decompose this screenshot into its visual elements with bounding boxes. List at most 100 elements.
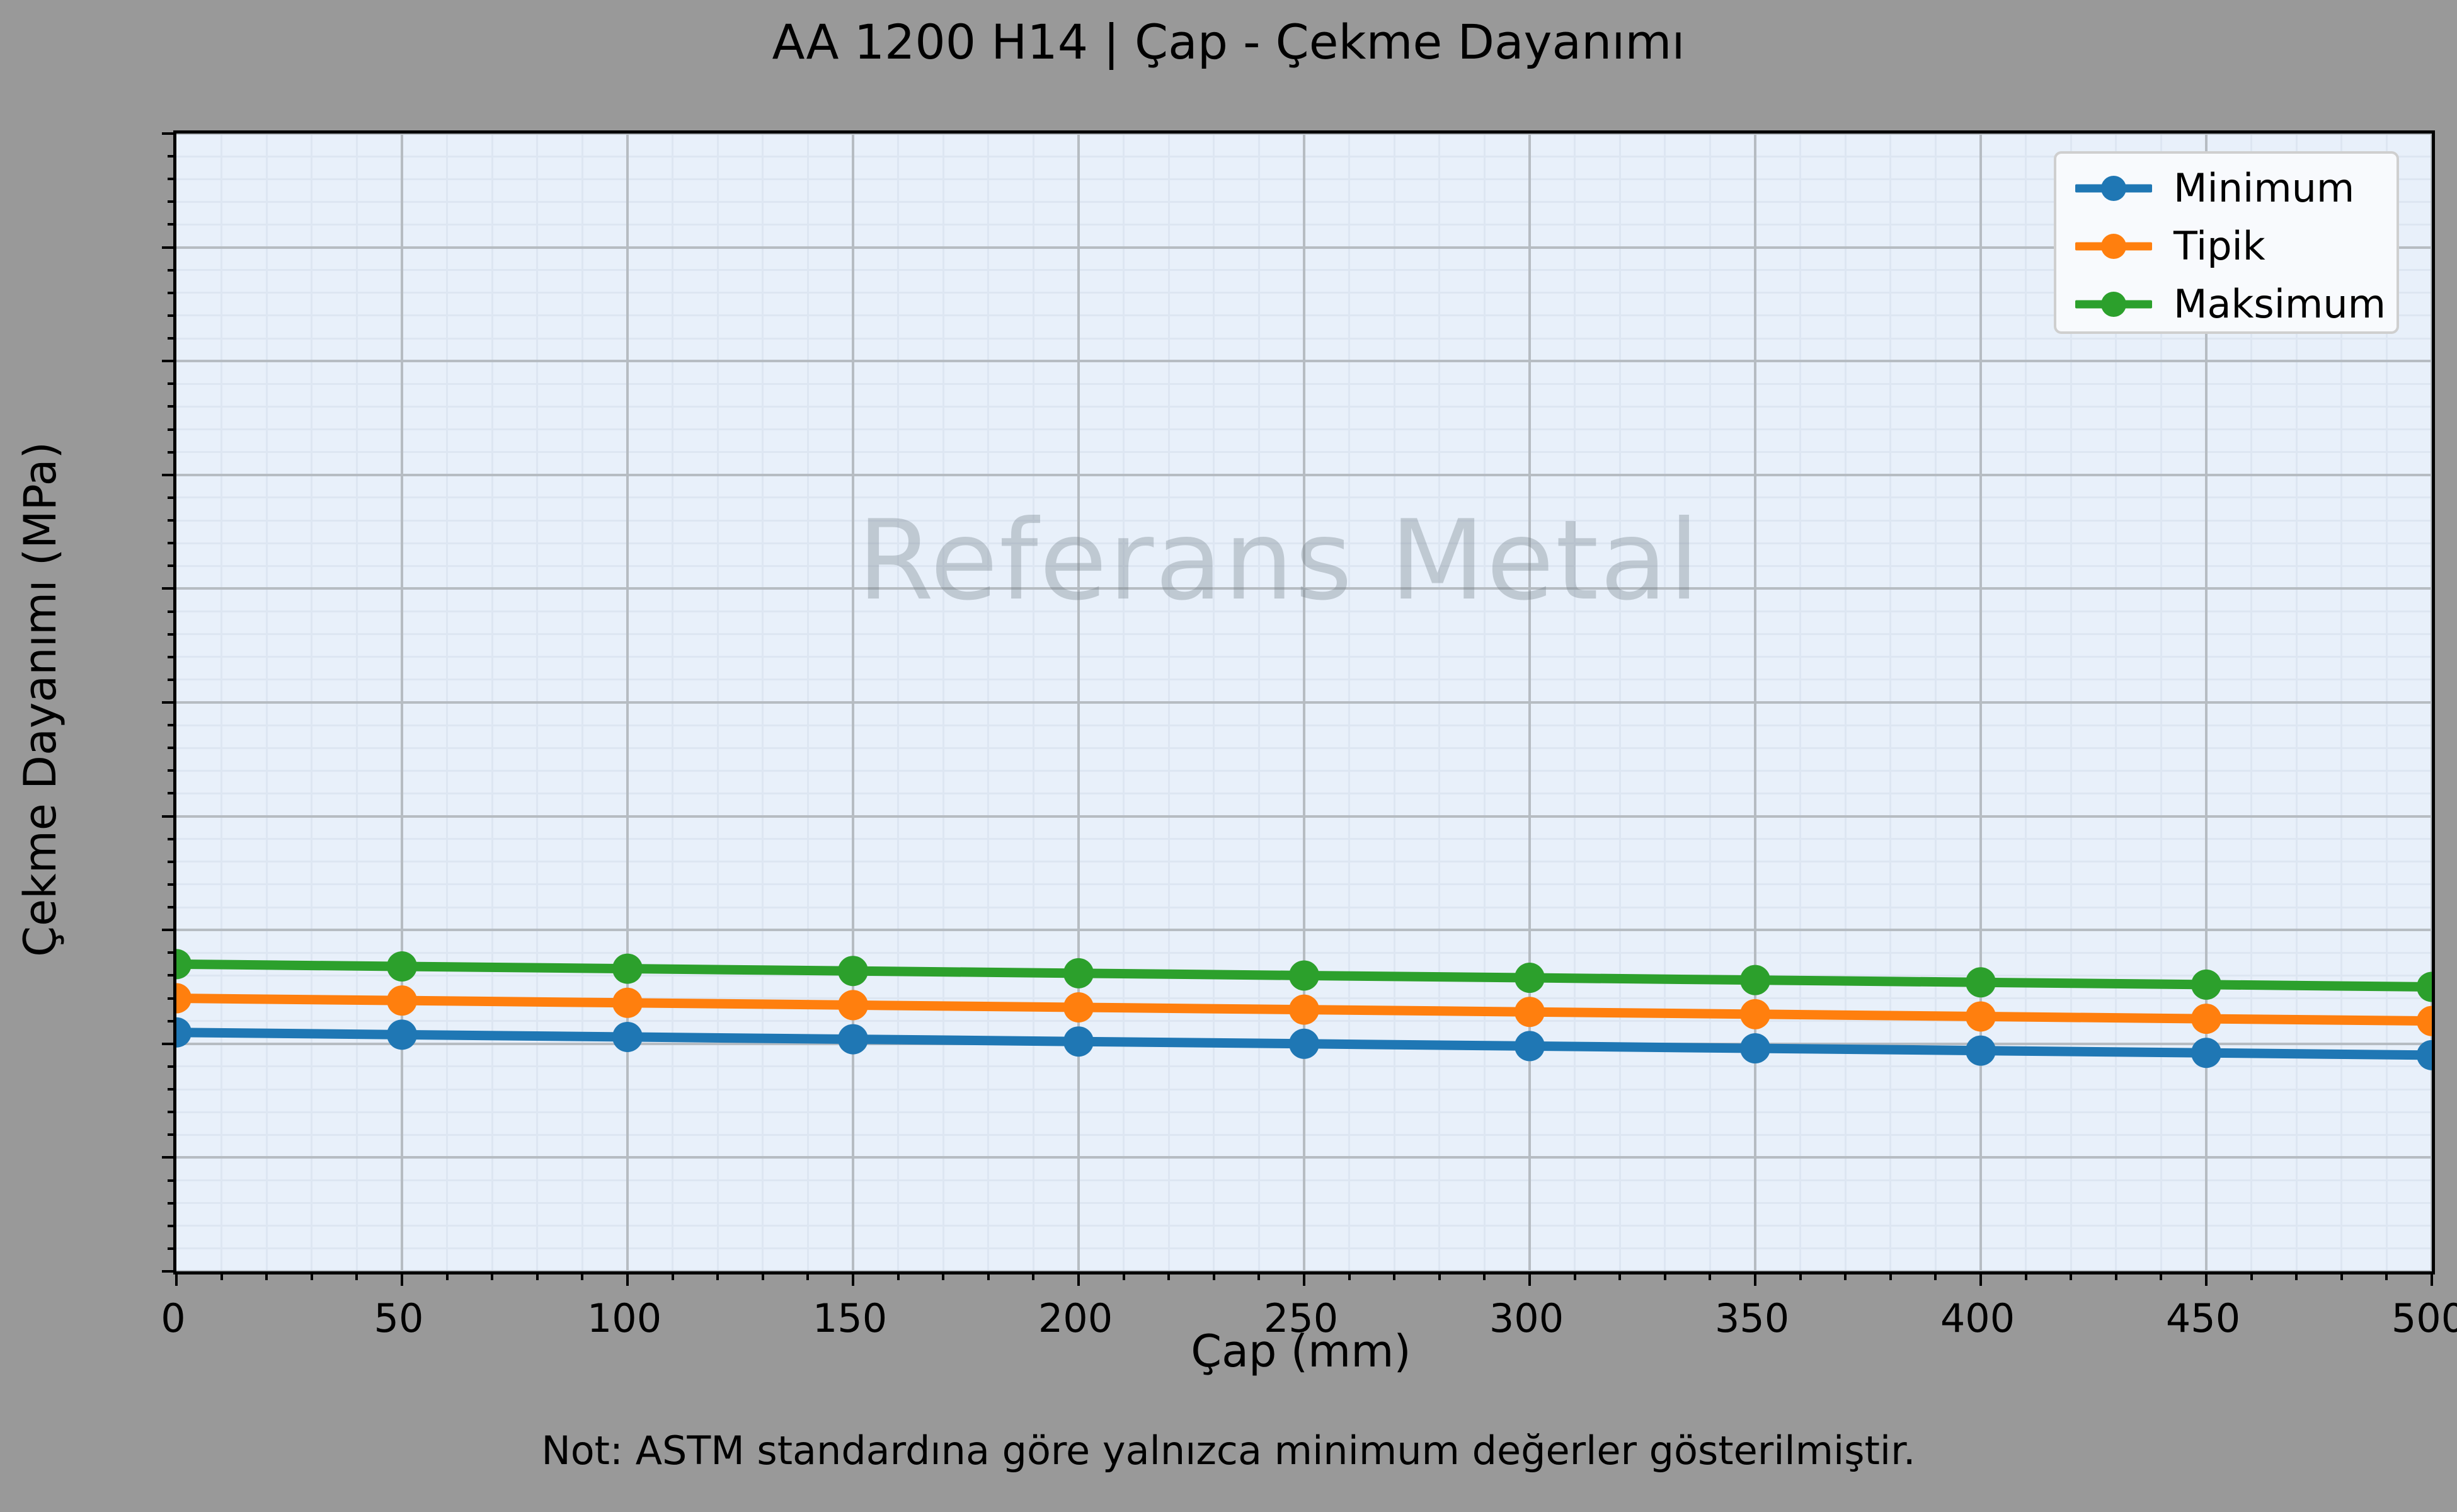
y-tick-major [162, 132, 176, 135]
y-tick-major [162, 587, 176, 590]
y-tick-minor [168, 450, 176, 454]
series-minimum [176, 1017, 2432, 1070]
x-tick-minor [942, 1271, 945, 1280]
x-tick-minor [2340, 1271, 2343, 1280]
legend-marker-icon [2075, 227, 2152, 265]
x-tick-minor [2070, 1271, 2073, 1280]
x-tick-minor [2160, 1271, 2163, 1280]
x-tick-minor [896, 1271, 900, 1280]
y-tick-minor [168, 724, 176, 727]
x-tick-minor [1032, 1271, 1035, 1280]
x-tick-minor [1438, 1271, 1441, 1280]
data-point-marker [2191, 969, 2221, 1000]
legend-label: Minimum [2174, 165, 2355, 211]
gridline-major-horizontal [176, 246, 2432, 249]
data-point-marker [838, 1024, 868, 1055]
y-tick-minor [168, 906, 176, 909]
y-tick-minor [168, 223, 176, 226]
legend-label: Maksimum [2174, 281, 2386, 327]
y-tick-major [162, 1270, 176, 1273]
x-tick-major [401, 1271, 403, 1286]
data-point-marker [838, 956, 868, 987]
y-tick-minor [168, 974, 176, 977]
x-tick-minor [1844, 1271, 1847, 1280]
y-tick-major [162, 1156, 176, 1159]
x-tick-major [2205, 1271, 2208, 1286]
data-point-marker [176, 949, 192, 980]
x-tick-minor [1122, 1271, 1125, 1280]
x-tick-minor [1618, 1271, 1622, 1280]
data-point-marker [2417, 1005, 2432, 1036]
x-tick-label: 100 [587, 1295, 662, 1341]
legend-label: Tipik [2174, 223, 2265, 269]
x-tick-minor [1393, 1271, 1396, 1280]
data-point-marker [1740, 965, 1770, 995]
y-tick-major [162, 929, 176, 932]
x-tick-major [1303, 1271, 1305, 1286]
x-tick-minor [581, 1271, 584, 1280]
x-tick-label: 0 [161, 1295, 186, 1341]
y-tick-minor [168, 496, 176, 499]
x-tick-minor [1934, 1271, 1937, 1280]
x-tick-label: 300 [1489, 1295, 1564, 1341]
y-tick-minor [168, 155, 176, 158]
y-tick-minor [168, 519, 176, 522]
x-tick-minor [1348, 1271, 1351, 1280]
x-tick-minor [536, 1271, 539, 1280]
y-tick-minor [168, 1065, 176, 1068]
y-tick-minor [168, 837, 176, 840]
data-point-marker [1063, 992, 1094, 1023]
legend[interactable]: Minimum Tipik Maksimum [2054, 151, 2399, 334]
x-tick-minor [1799, 1271, 1802, 1280]
y-tick-minor [168, 1224, 176, 1227]
gridline-major-horizontal [176, 1270, 2432, 1271]
x-tick-minor [1573, 1271, 1576, 1280]
y-tick-minor [168, 564, 176, 568]
data-point-marker [2191, 1004, 2221, 1034]
data-point-marker [612, 953, 643, 984]
y-tick-major [162, 701, 176, 704]
y-tick-minor [168, 769, 176, 772]
legend-item-tipik[interactable]: Tipik [2056, 216, 2402, 277]
data-point-marker [1289, 960, 1319, 991]
y-tick-minor [168, 1019, 176, 1022]
data-point-marker [1740, 999, 1770, 1029]
x-tick-minor [1167, 1271, 1171, 1280]
x-tick-label: 500 [2391, 1295, 2457, 1341]
data-point-marker [612, 987, 643, 1018]
legend-item-maksimum[interactable]: Maksimum [2056, 274, 2402, 335]
data-point-marker [1063, 1026, 1094, 1057]
y-tick-minor [168, 268, 176, 272]
data-point-marker [176, 1017, 192, 1048]
y-axis-label: Çekme Dayanımı (MPa) [14, 442, 66, 957]
data-point-marker [838, 990, 868, 1021]
y-tick-minor [168, 1179, 176, 1182]
x-tick-label: 350 [1714, 1295, 1790, 1341]
y-tick-major [162, 815, 176, 818]
y-tick-major [162, 360, 176, 363]
y-tick-minor [168, 542, 176, 545]
series-tipik [176, 983, 2432, 1036]
x-tick-label: 200 [1038, 1295, 1113, 1341]
data-point-marker [1515, 1031, 1545, 1062]
legend-dot [2101, 234, 2126, 259]
x-axis-label: Çap (mm) [1191, 1326, 1411, 1377]
x-tick-minor [2385, 1271, 2388, 1280]
data-point-marker [612, 1021, 643, 1052]
gridline-major-horizontal [176, 587, 2432, 590]
y-tick-minor [168, 678, 176, 681]
y-tick-minor [168, 405, 176, 408]
data-point-marker [1515, 963, 1545, 994]
x-tick-minor [491, 1271, 494, 1280]
data-point-marker [1289, 994, 1319, 1025]
x-tick-minor [2250, 1271, 2253, 1280]
x-tick-minor [806, 1271, 810, 1280]
data-point-marker [387, 985, 417, 1016]
series-maksimum [176, 949, 2432, 1002]
chart-title: AA 1200 H14 | Çap - Çekme Dayanımı [772, 14, 1685, 70]
legend-item-minimum[interactable]: Minimum [2056, 158, 2402, 219]
y-tick-minor [168, 860, 176, 863]
x-tick-label: 50 [374, 1295, 424, 1341]
y-tick-minor [168, 792, 176, 795]
